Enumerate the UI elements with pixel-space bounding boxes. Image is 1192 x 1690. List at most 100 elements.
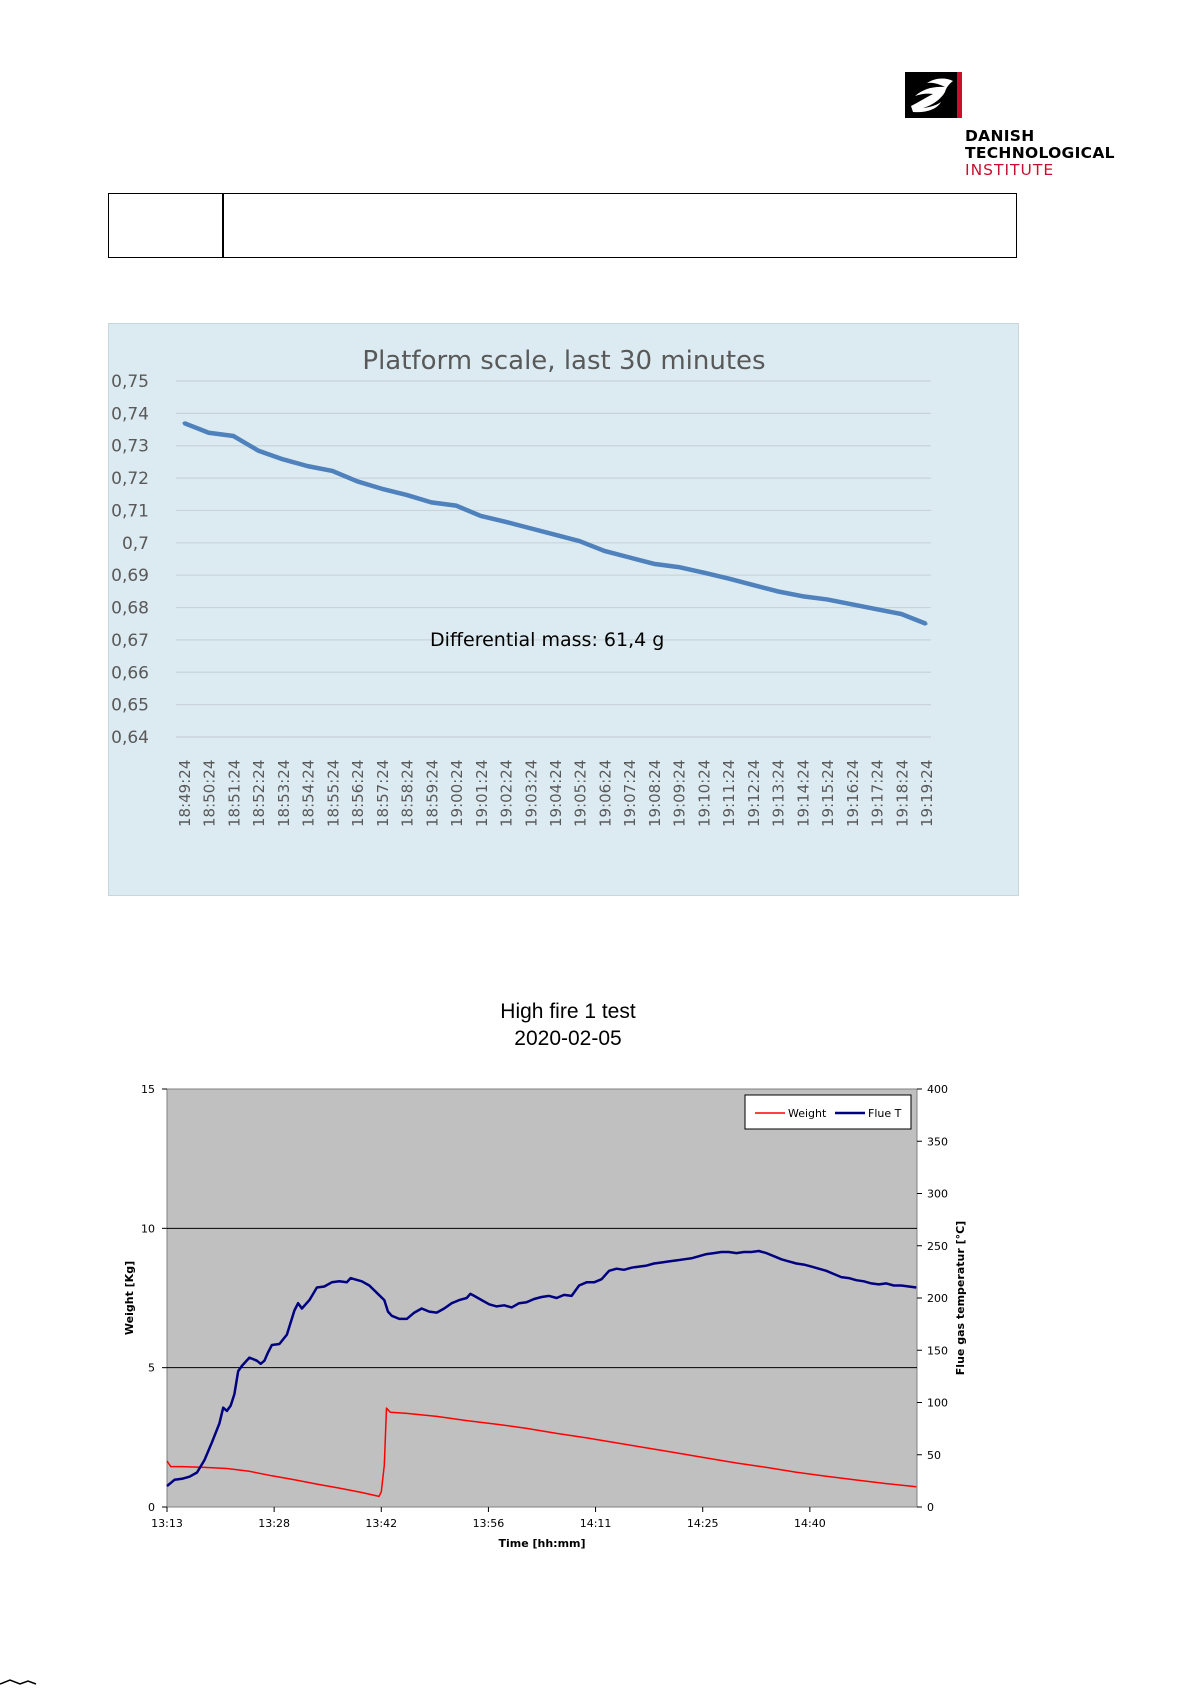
- y2-tick-label: 150: [927, 1344, 948, 1357]
- y-tick-label: 5: [148, 1362, 155, 1375]
- y-tick-label: 0,65: [111, 696, 149, 716]
- data-point: [528, 526, 532, 530]
- x-tick-label: 19:19:24: [918, 760, 936, 827]
- data-point: [207, 431, 211, 435]
- data-point: [429, 500, 433, 504]
- y-tick-label: 0,72: [111, 469, 149, 489]
- logo-text-line3: INSTITUTE: [965, 161, 1055, 179]
- x-tick-label: 19:14:24: [794, 760, 812, 827]
- platform-scale-chart: Platform scale, last 30 minutes 0,64 0,65…: [108, 323, 1019, 896]
- x-tick-label: 19:09:24: [671, 760, 689, 827]
- logo-accent-bar: [957, 72, 962, 118]
- x-tick-label: 19:05:24: [572, 760, 590, 827]
- y-tick-label: 0,71: [111, 501, 149, 521]
- data-point: [850, 602, 854, 606]
- y-tick-label: 0,75: [111, 372, 149, 392]
- data-point: [306, 464, 310, 468]
- y-tick-label: 0,68: [111, 599, 149, 619]
- x-tick-label: 18:55:24: [324, 760, 342, 827]
- y2-tick-label: 200: [927, 1292, 948, 1305]
- y-tick-label: 0,67: [111, 631, 149, 651]
- x-tick-label: 18:54:24: [300, 760, 318, 827]
- chart-annotation: Differential mass: 61,4 g: [430, 629, 664, 651]
- y-axis-label: Weight [Kg]: [123, 1261, 136, 1335]
- page-edge-marker: [0, 1672, 60, 1685]
- bird-icon: [905, 72, 957, 118]
- x-tick-label: 19:10:24: [695, 760, 713, 827]
- data-point: [800, 594, 804, 598]
- y2-axis-label: Flue gas temperatur [°C]: [954, 1221, 967, 1375]
- data-point: [726, 576, 730, 580]
- x-tick-label: 13:28: [258, 1517, 290, 1530]
- platform-scale-chart-svg: Platform scale, last 30 minutes 0,64 0,65…: [111, 346, 936, 827]
- x-tick-label: 19:18:24: [893, 760, 911, 827]
- x-tick-label: 13:42: [365, 1517, 397, 1530]
- x-tick-label: 19:04:24: [547, 760, 565, 827]
- data-point: [405, 493, 409, 497]
- x-tick-label: 19:15:24: [819, 760, 837, 827]
- y-tick-label: 0,73: [111, 437, 149, 457]
- data-point: [504, 520, 508, 524]
- data-point: [751, 583, 755, 587]
- y-tick-label: 0: [148, 1501, 155, 1514]
- x-axis-label: Time [hh:mm]: [498, 1537, 585, 1550]
- series-line: [183, 420, 927, 626]
- data-point: [380, 487, 384, 491]
- data-point: [553, 533, 557, 537]
- x-tick-label: 18:49:24: [176, 760, 194, 827]
- data-point: [924, 622, 928, 626]
- y2-tick-label: 400: [927, 1083, 948, 1096]
- x-tick-label: 14:25: [687, 1517, 719, 1530]
- y2-tick-label: 50: [927, 1449, 941, 1462]
- y2-tick-label: 350: [927, 1135, 948, 1148]
- x-tick-label: 18:50:24: [201, 760, 219, 827]
- data-point: [182, 421, 186, 425]
- x-tick-label: 18:51:24: [225, 760, 243, 827]
- data-point: [281, 457, 285, 461]
- y2-tick-label: 300: [927, 1188, 948, 1201]
- data-point: [677, 565, 681, 569]
- chart-subtitle: 2020-02-05: [514, 1027, 621, 1050]
- legend-flue-label: Flue T: [868, 1107, 902, 1120]
- data-point: [701, 571, 705, 575]
- data-point: [899, 612, 903, 616]
- x-tick-label: 18:53:24: [275, 760, 293, 827]
- x-tick-label: 18:52:24: [250, 760, 268, 827]
- x-tick-label: 14:40: [794, 1517, 826, 1530]
- data-point: [652, 562, 656, 566]
- data-point: [330, 469, 334, 473]
- company-logo: DANISH TECHNOLOGICAL INSTITUTE: [905, 72, 1137, 187]
- y2-tick-label: 100: [927, 1397, 948, 1410]
- x-tick-label: 18:57:24: [374, 760, 392, 827]
- x-tick-label: 19:02:24: [498, 760, 516, 827]
- x-tick-label: 19:13:24: [770, 760, 788, 827]
- data-point: [479, 514, 483, 518]
- x-tick-label: 19:16:24: [844, 760, 862, 827]
- y2-tick-label: 0: [927, 1501, 934, 1514]
- logo-text-line1: DANISH: [965, 127, 1035, 145]
- x-tick-label: 13:13: [151, 1517, 183, 1530]
- data-point: [454, 504, 458, 508]
- x-tick-label: 19:08:24: [646, 760, 664, 827]
- logo-text-line2: TECHNOLOGICAL: [965, 144, 1115, 162]
- x-tick-label: 19:06:24: [596, 760, 614, 827]
- y-tick-label: 0,74: [111, 404, 149, 424]
- data-point: [825, 597, 829, 601]
- y-tick-label: 15: [141, 1083, 155, 1096]
- y-tick-label: 0,69: [111, 566, 149, 586]
- chart-title: Platform scale, last 30 minutes: [362, 346, 765, 376]
- high-fire-test-chart: High fire 1 test 2020-02-05 0 5 10 15 0 50 10…: [100, 995, 1140, 1555]
- chart-legend: Weight Flue T: [744, 1094, 912, 1130]
- x-tick-label: 18:59:24: [423, 760, 441, 827]
- legend-weight-label: Weight: [788, 1107, 827, 1120]
- y-tick-label: 0,64: [111, 728, 149, 748]
- x-tick-label: 18:56:24: [349, 760, 367, 827]
- data-point: [231, 434, 235, 438]
- data-point: [776, 589, 780, 593]
- y2-tick-label: 250: [927, 1240, 948, 1253]
- chart-title: High fire 1 test: [500, 1000, 636, 1023]
- header-table-divider: [222, 194, 224, 257]
- data-point: [355, 479, 359, 483]
- x-tick-label: 19:12:24: [745, 760, 763, 827]
- x-tick-label: 18:58:24: [399, 760, 417, 827]
